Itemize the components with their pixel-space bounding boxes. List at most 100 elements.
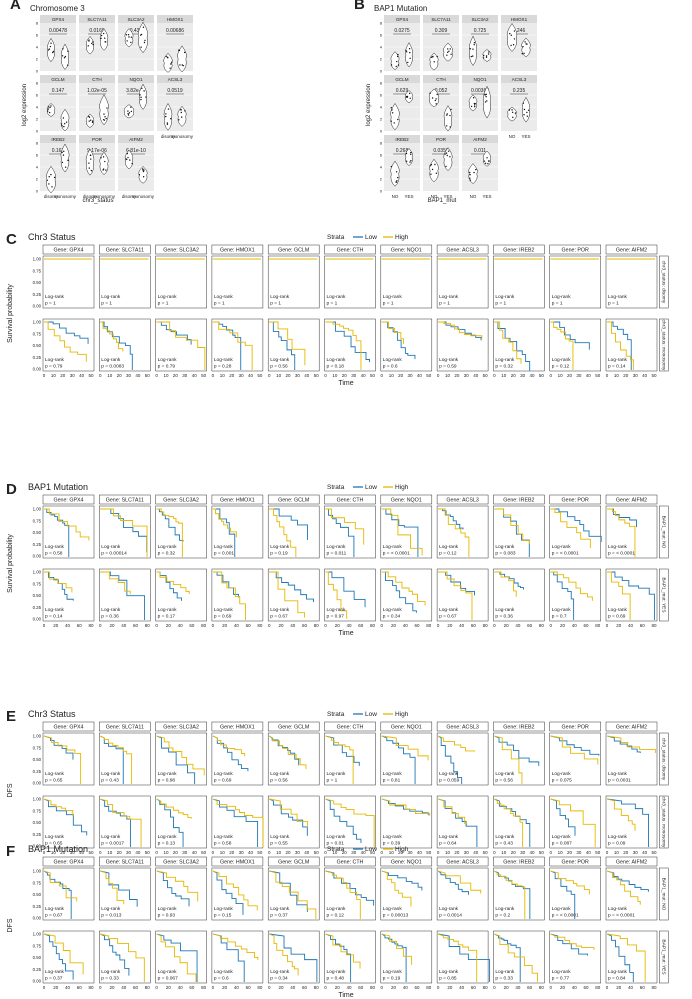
- logrank-label: Log-rank: [270, 906, 290, 912]
- x-tick-label: 20: [567, 373, 573, 378]
- logrank-pvalue: p = 0.69: [214, 614, 232, 620]
- logrank-pvalue: p = 1: [45, 301, 56, 307]
- data-point: [130, 41, 132, 44]
- y-axis-label: Survival probability: [7, 534, 14, 593]
- x-tick-label: 10: [332, 850, 338, 855]
- y-tick-label: 1.00: [33, 932, 42, 937]
- km-curve-high: [43, 735, 82, 784]
- data-point: [183, 51, 186, 54]
- x-tick-label: 50: [595, 850, 601, 855]
- data-point: [167, 57, 169, 59]
- x-tick-label: 40: [135, 373, 141, 378]
- facet-gene-label: Gene: POR: [562, 725, 590, 731]
- data-point: [131, 163, 133, 165]
- x-tick-label: 0: [493, 985, 496, 990]
- facet-strip: [605, 721, 658, 732]
- data-point: [482, 54, 485, 57]
- km-curve-high: [156, 321, 206, 370]
- logrank-label: Log-rank: [101, 834, 121, 840]
- km-curve-high: [494, 321, 522, 364]
- data-point: [50, 42, 52, 44]
- facet-gene-label: SLC3A2: [127, 17, 145, 22]
- data-point: [409, 51, 411, 54]
- pvalue-label: 0.725: [474, 28, 487, 34]
- logrank-label: Log-rank: [270, 294, 290, 300]
- facet-strip: [157, 75, 193, 83]
- km-curve-high: [212, 798, 264, 847]
- logrank-label: Log-rank: [270, 357, 290, 363]
- y-tick-label: 6: [36, 33, 39, 38]
- y-tick-label: 0.50: [33, 593, 42, 598]
- x-tick-label: 80: [314, 985, 320, 990]
- km-curve-high: [381, 933, 413, 965]
- km-curve-high: [437, 870, 482, 894]
- data-point: [61, 125, 63, 127]
- x-tick-label: 20: [222, 623, 228, 628]
- logrank-pvalue: p = 0.12: [327, 913, 345, 919]
- y-tick-label: 4: [36, 165, 39, 170]
- survival-panel: [155, 732, 207, 786]
- data-point: [67, 159, 69, 162]
- y-tick-label: 2: [380, 177, 383, 182]
- km-curve-high: [212, 508, 237, 538]
- x-tick-label: 50: [88, 850, 94, 855]
- facet-gene-label: Gene: IREB2: [503, 248, 534, 254]
- x-tick-label: 60: [358, 985, 364, 990]
- logrank-pvalue: p = < 0.0001: [608, 551, 635, 557]
- data-point: [63, 56, 66, 59]
- logrank-pvalue: p = 0.13: [158, 841, 176, 847]
- data-point: [397, 64, 400, 66]
- x-tick-label: 20: [53, 623, 59, 628]
- y-tick-label: 0: [380, 129, 383, 134]
- data-point: [395, 181, 397, 183]
- km-curve-low: [437, 870, 469, 895]
- logrank-pvalue: p = 1: [270, 301, 281, 307]
- survival-panel: [211, 568, 264, 622]
- panel-title: Chromosome 3: [30, 4, 85, 13]
- violin-shape: [443, 105, 453, 132]
- data-point: [450, 108, 452, 111]
- logrank-label: Log-rank: [158, 357, 178, 363]
- data-point: [391, 112, 394, 114]
- facet-gene-label: IREB2: [51, 137, 65, 142]
- x-tick-label: 50: [370, 850, 376, 855]
- survival-panel: [605, 568, 658, 622]
- km-curve-low: [156, 508, 184, 542]
- logrank-pvalue: p = 0.00014: [101, 551, 127, 557]
- data-point: [67, 50, 69, 52]
- data-point: [473, 42, 476, 44]
- facet-strip: [462, 75, 498, 83]
- x-tick-label: 0: [324, 985, 327, 990]
- facet-strip: [605, 244, 658, 255]
- x-tick-label: 40: [192, 850, 198, 855]
- km-curve-high: [269, 870, 317, 919]
- row-strip: [659, 930, 669, 984]
- data-point: [126, 40, 128, 42]
- y-tick-label: 0.50: [33, 820, 42, 825]
- pvalue-label: 0.0169: [89, 28, 105, 34]
- pvalue-label: 0.00363: [471, 88, 489, 94]
- km-curve-low: [381, 735, 416, 784]
- x-tick-label: 40: [417, 373, 423, 378]
- pvalue-label: 0.00478: [49, 28, 67, 34]
- survival-panel: [324, 732, 376, 786]
- facet-gene-label: IREB2: [395, 137, 409, 142]
- km-curve-high: [325, 933, 361, 969]
- facet-gene-label: Gene: CTH: [337, 248, 364, 254]
- km-curve-high: [437, 933, 478, 982]
- data-point: [47, 106, 50, 108]
- data-point: [409, 97, 411, 100]
- data-point: [486, 157, 488, 159]
- facet-strip: [324, 244, 376, 255]
- logrank-label: Log-rank: [439, 834, 459, 840]
- survival-panel: [549, 318, 601, 372]
- data-point: [444, 153, 446, 155]
- x-tick-label: 0: [606, 623, 609, 628]
- pvalue-label: 0.147: [52, 88, 65, 94]
- km-curve-low: [438, 933, 491, 982]
- data-point: [129, 159, 131, 161]
- legend-title: Strata: [327, 846, 345, 853]
- x-tick-label: 0: [493, 373, 496, 378]
- logrank-label: Log-rank: [158, 771, 178, 777]
- data-point: [484, 101, 487, 103]
